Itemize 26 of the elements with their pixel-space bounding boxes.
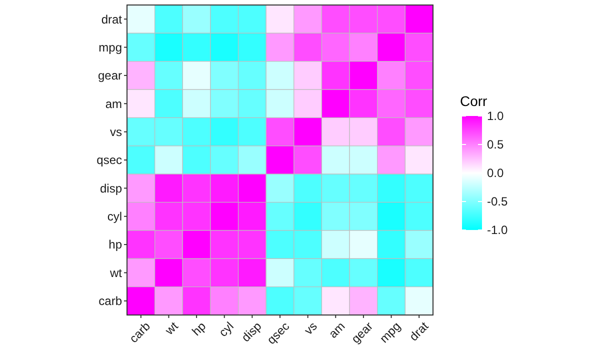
- y-tick-label: drat: [101, 12, 123, 26]
- y-tick-label: mpg: [98, 40, 122, 54]
- x-tick-label: drat: [406, 318, 432, 344]
- y-tick-label: carb: [98, 294, 122, 308]
- color-bar-label: 1.0: [487, 109, 504, 124]
- x-tick-label: mpg: [376, 319, 404, 346]
- x-tick-label: carb: [126, 318, 154, 346]
- y-tick-label: vs: [110, 125, 122, 140]
- y-tick-label: gear: [98, 68, 122, 83]
- y-tick-label: hp: [108, 238, 122, 252]
- x-tick-label: am: [326, 319, 348, 341]
- color-bar-label: 0.5: [487, 138, 504, 152]
- y-tick-label: am: [105, 96, 122, 111]
- x-tick-label: vs: [301, 319, 320, 338]
- y-tick-label: qsec: [96, 153, 122, 168]
- x-tick-label: cyl: [216, 319, 236, 340]
- y-tick-label: wt: [109, 266, 123, 280]
- color-bar-label: -1.0: [487, 223, 508, 238]
- color-bar-label: -0.5: [487, 194, 508, 209]
- x-tick-label: disp: [238, 318, 264, 345]
- color-bar-label: 0.0: [487, 166, 504, 180]
- legend-title: Corr: [460, 93, 488, 109]
- x-tick-label: hp: [189, 318, 209, 339]
- y-tick-label: disp: [100, 181, 122, 196]
- y-tick-label: cyl: [107, 210, 122, 224]
- x-tick-label: wt: [162, 318, 182, 338]
